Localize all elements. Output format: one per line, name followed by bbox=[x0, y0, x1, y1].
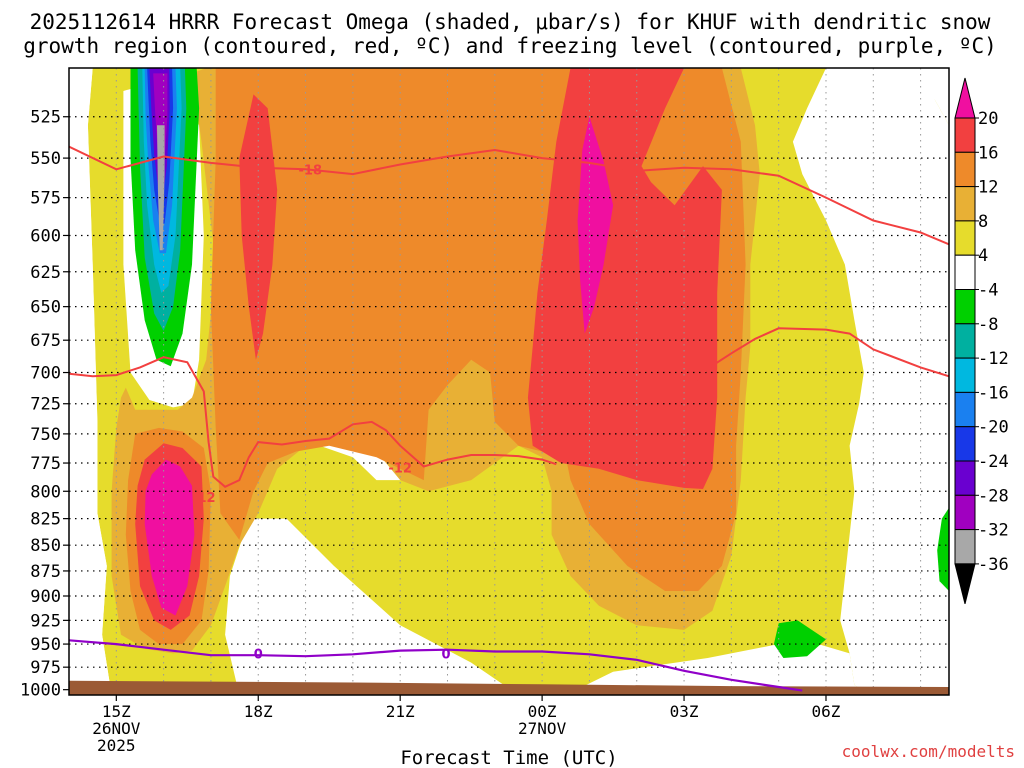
ytick-label-625: 625 bbox=[30, 263, 61, 283]
colorbar-label-10: -24 bbox=[978, 452, 1009, 472]
ytick-label-525: 525 bbox=[30, 108, 61, 128]
omega-region-lt4-2 bbox=[792, 68, 949, 695]
ytick-label-575: 575 bbox=[30, 189, 61, 209]
colorbar-swatch-1 bbox=[954, 117, 976, 153]
colorbar-label-12: -32 bbox=[978, 521, 1009, 541]
colorbar-swatch-9 bbox=[954, 391, 976, 428]
xtick-label-00Z-1: 27NOV bbox=[518, 719, 567, 738]
freezing-label-0: 0 bbox=[254, 647, 263, 662]
dgz-label-1: -12 bbox=[388, 462, 412, 477]
chart-title-line1: 2025112614 HRRR Forecast Omega (shaded, … bbox=[30, 10, 991, 34]
dgz-contour-1 bbox=[69, 356, 557, 488]
xtick-label-18Z-0: 18Z bbox=[244, 702, 273, 721]
colorbar-label-8: -16 bbox=[978, 383, 1009, 403]
freezing-level-contour bbox=[69, 639, 803, 692]
colorbar-swatch-12 bbox=[954, 494, 976, 531]
colorbar-bottom-arrow bbox=[954, 563, 976, 605]
ytick-label-800: 800 bbox=[30, 482, 61, 502]
colorbar-swatch-3 bbox=[954, 186, 976, 222]
xtick-label-15Z-1: 26NOV bbox=[92, 719, 141, 738]
colorbar-swatch-5 bbox=[954, 254, 976, 290]
colorbar-swatch-4 bbox=[954, 220, 976, 256]
contour-labels: -18 -12 -12 0 0 bbox=[192, 163, 451, 662]
freezing-label-0b: 0 bbox=[442, 647, 451, 662]
omega-region--4-25 bbox=[937, 507, 949, 591]
contour-lines bbox=[69, 145, 949, 692]
dgz-contour-2 bbox=[688, 327, 949, 389]
ytick-label-675: 675 bbox=[30, 331, 61, 351]
colorbar-swatch-8 bbox=[954, 357, 976, 393]
xtick-label-21Z-0: 21Z bbox=[386, 702, 415, 721]
ytick-label-650: 650 bbox=[30, 298, 61, 318]
dgz-label-minus12-b: -12 bbox=[192, 491, 216, 506]
colorbar-label-4: 4 bbox=[978, 246, 988, 266]
omega-region-16-11 bbox=[239, 94, 278, 360]
chart-title-line2: growth region (contoured, red, ºC) and f… bbox=[23, 34, 997, 58]
ground-fill bbox=[69, 680, 949, 695]
ytick-label-900: 900 bbox=[30, 587, 61, 607]
colorbar-swatch-2 bbox=[954, 151, 976, 188]
colorbar-swatch-11 bbox=[954, 460, 976, 496]
colorbar-label-13: -36 bbox=[978, 555, 1009, 575]
omega-region-lt4-1 bbox=[69, 68, 112, 695]
xtick-label-00Z-0: 00Z bbox=[528, 702, 557, 721]
colorbar-top-arrow bbox=[954, 77, 976, 119]
plot-frame bbox=[68, 67, 950, 696]
credit-text: coolwx.com/modelts bbox=[842, 742, 1015, 761]
xtick-label-06Z-0: 06Z bbox=[812, 702, 841, 721]
colorbar-swatch-13 bbox=[954, 529, 976, 565]
xtick-label-15Z-2: 2025 bbox=[97, 736, 136, 755]
colorbar-label-5: -4 bbox=[978, 281, 998, 301]
colorbar-label-2: 12 bbox=[978, 178, 998, 198]
ytick-label-1000: 1000 bbox=[20, 681, 61, 701]
omega-region--4-24 bbox=[773, 620, 826, 658]
ytick-label-600: 600 bbox=[30, 226, 61, 246]
colorbar-label-11: -28 bbox=[978, 486, 1009, 506]
ytick-label-825: 825 bbox=[30, 510, 61, 530]
colorbar-label-3: 8 bbox=[978, 212, 988, 232]
colorbar-label-9: -20 bbox=[978, 418, 1009, 438]
colorbar-label-1: 16 bbox=[978, 143, 998, 163]
omega-region-lt4-6 bbox=[225, 518, 519, 695]
x-axis-label: Forecast Time (UTC) bbox=[400, 747, 617, 768]
ytick-label-775: 775 bbox=[30, 454, 61, 474]
ytick-label-700: 700 bbox=[30, 364, 61, 384]
dgz-label-0: -18 bbox=[299, 163, 323, 178]
ytick-label-550: 550 bbox=[30, 149, 61, 169]
ytick-label-950: 950 bbox=[30, 635, 61, 655]
colorbar-swatch-10 bbox=[954, 426, 976, 462]
colorbar-label-0: 20 bbox=[978, 109, 998, 129]
omega-shading bbox=[69, 68, 949, 695]
omega-region-20-14 bbox=[577, 116, 614, 334]
colorbar: 20 16 12 8 4 -4 -8 -12 -16 -20 -24 -28 -32 -36 bbox=[954, 77, 1009, 605]
omega-region-20-15 bbox=[144, 459, 195, 616]
colorbar-swatch-6 bbox=[954, 289, 976, 325]
dgz-contour-0 bbox=[69, 145, 949, 246]
ytick-label-875: 875 bbox=[30, 562, 61, 582]
xtick-label-15Z-0: 15Z bbox=[102, 702, 131, 721]
y-axis-ticks: 525 550 575 600 625 650 675 700 725 750 775 800 825 8… bbox=[20, 108, 69, 701]
ytick-label-850: 850 bbox=[30, 536, 61, 556]
colorbar-swatch-7 bbox=[954, 323, 976, 359]
colorbar-label-7: -12 bbox=[978, 349, 1009, 369]
terrain-ground bbox=[69, 680, 949, 695]
ytick-label-925: 925 bbox=[30, 611, 61, 631]
ytick-label-725: 725 bbox=[30, 395, 61, 415]
ytick-label-750: 750 bbox=[30, 425, 61, 445]
omega-region-16-12 bbox=[527, 68, 722, 489]
ytick-label-975: 975 bbox=[30, 658, 61, 678]
colorbar-label-6: -8 bbox=[978, 315, 998, 335]
xtick-label-03Z-0: 03Z bbox=[670, 702, 699, 721]
